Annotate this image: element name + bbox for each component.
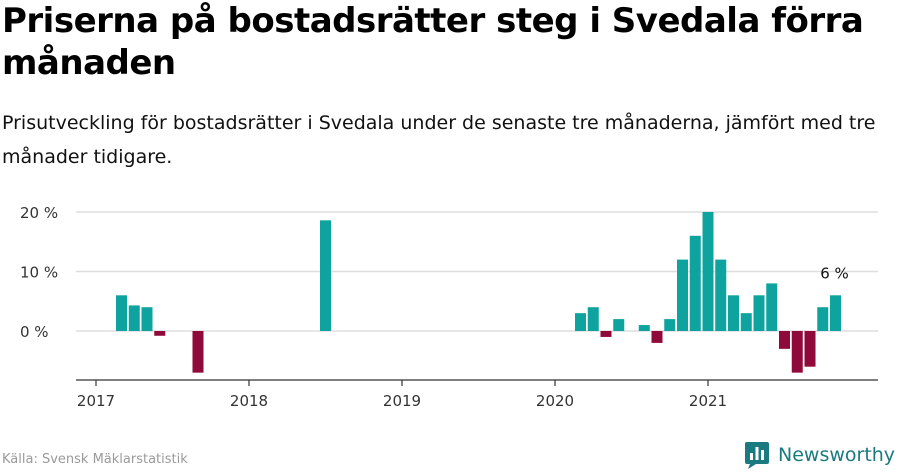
bar xyxy=(817,307,829,331)
bar xyxy=(702,212,714,331)
bar xyxy=(638,325,650,331)
bar xyxy=(689,235,701,331)
bar xyxy=(613,319,625,331)
bar xyxy=(154,331,166,336)
y-tick-label: 20 % xyxy=(20,204,58,222)
bar xyxy=(664,319,676,331)
bar xyxy=(320,220,331,331)
source-note: Källa: Svensk Mäklarstatistik xyxy=(2,452,188,467)
x-tick-label: 2017 xyxy=(77,392,115,410)
bar xyxy=(116,295,127,331)
bar xyxy=(753,295,765,331)
x-tick-label: 2019 xyxy=(383,392,421,410)
bar xyxy=(192,331,204,373)
x-tick-label: 2021 xyxy=(689,392,727,410)
bar xyxy=(791,331,803,373)
bar xyxy=(587,307,599,331)
bar xyxy=(830,295,841,331)
bar xyxy=(128,305,140,331)
bar xyxy=(651,331,663,343)
bar xyxy=(804,331,816,367)
bar xyxy=(600,331,612,337)
x-tick-label: 2020 xyxy=(536,392,574,410)
bar xyxy=(740,313,752,331)
data-label: 6 % xyxy=(820,264,849,282)
newsworthy-logo[interactable]: Newsworthy xyxy=(744,440,895,470)
bar xyxy=(677,259,688,331)
bar xyxy=(715,259,727,331)
newsworthy-bar-chart-icon xyxy=(745,442,769,469)
chart-title: Priserna på bostadsrätter steg i Svedala… xyxy=(2,1,864,83)
x-tick-label: 2018 xyxy=(230,392,268,410)
bar xyxy=(728,295,739,331)
y-tick-label: 10 % xyxy=(20,264,58,282)
bar xyxy=(575,313,586,331)
bar xyxy=(779,331,790,349)
brand-name: Newsworthy xyxy=(778,444,896,466)
chart-subtitle: Prisutveckling för bostadsrätter i Sveda… xyxy=(2,112,876,168)
bar xyxy=(141,307,153,331)
bar xyxy=(766,283,778,331)
y-tick-label: 0 % xyxy=(20,323,49,341)
